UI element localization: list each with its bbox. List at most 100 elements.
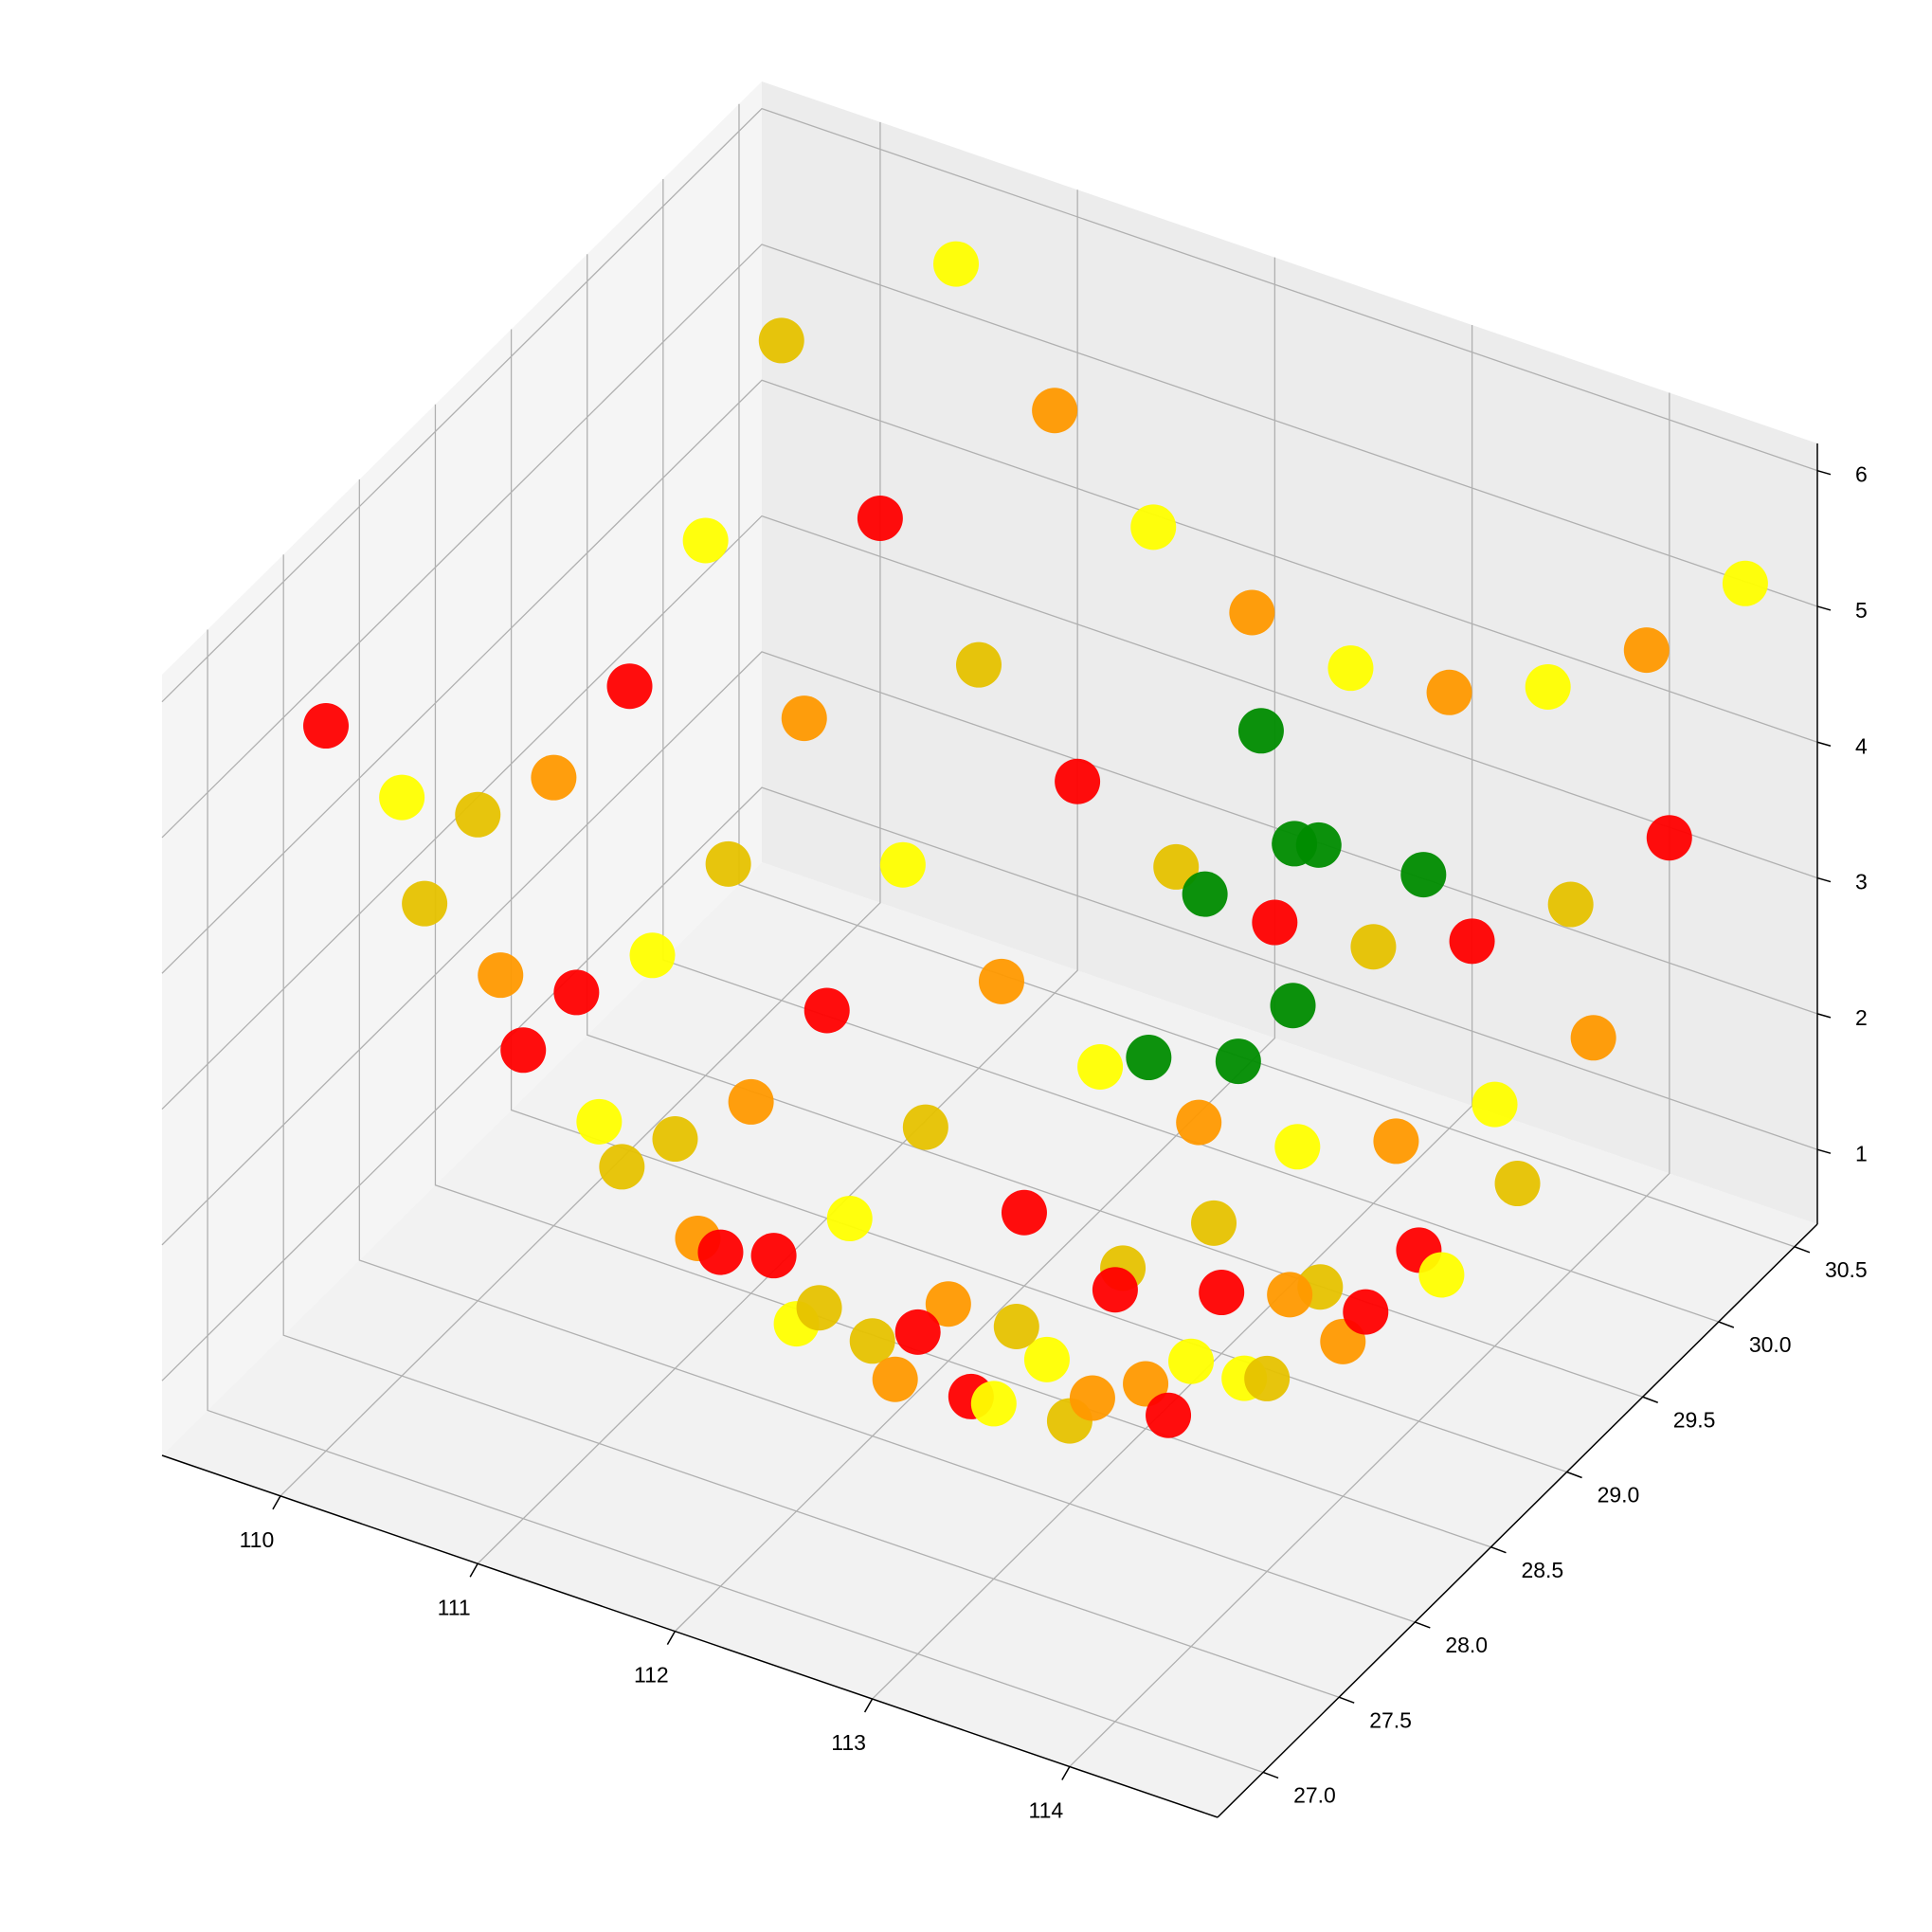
point [1023,1336,1070,1382]
grid-line [161,651,1818,1246]
point [1525,663,1571,710]
point [1182,871,1228,917]
grid-line [674,257,1276,1633]
point [857,495,903,541]
point [599,1144,645,1190]
point [1146,1392,1192,1438]
point [629,932,676,979]
grid-line [477,190,1078,1564]
point [531,754,577,801]
grid [161,103,1818,1774]
point [1001,1189,1047,1236]
point [728,1078,774,1125]
point [750,1233,797,1279]
tick-mark [1794,1246,1811,1254]
pane-back [762,81,1817,1224]
y-tick-label: 30.0 [1749,1332,1792,1357]
grid-line [738,103,1796,1248]
tick-mark [863,1698,874,1713]
grid-line [358,478,1416,1623]
point [455,791,501,838]
z-tick-label: 3 [1855,870,1868,894]
tick-mark [1061,1766,1071,1780]
point [1123,1361,1169,1407]
z-tick-label: 1 [1855,1141,1868,1165]
point [1295,822,1342,868]
tick-mark [1642,1396,1658,1403]
x-tick-label: 112 [634,1663,669,1688]
point [781,695,827,742]
point [894,1309,941,1355]
point [925,1281,971,1327]
x-tick-label: 114 [1028,1798,1063,1823]
pane-floor [162,862,1817,1817]
y-tick-label: 28.0 [1445,1633,1488,1657]
grid-line [161,786,1818,1381]
marks [303,241,1768,1444]
point [933,241,980,287]
tick-mark [1816,469,1832,476]
tick-mark [1816,605,1832,611]
point [1547,881,1594,928]
point [697,1229,744,1275]
point [1168,1338,1215,1384]
x-tick-label: 110 [240,1527,275,1552]
point [1400,852,1447,898]
point [1722,560,1768,606]
tick-mark [272,1495,281,1510]
tick-mark [1816,1013,1832,1019]
tick-mark [1816,876,1832,883]
point [1153,843,1200,890]
grid-line [510,329,1567,1473]
grid-line [161,379,1818,974]
panes [162,81,1817,1817]
point [872,1356,918,1402]
point [849,1318,895,1364]
point [879,841,926,888]
point [1126,1035,1172,1081]
y-tick-label: 29.0 [1598,1483,1640,1508]
grid-line [161,107,1818,703]
point [1077,1043,1124,1090]
point [1252,899,1298,946]
point [1623,627,1670,674]
tick-mark [1816,741,1832,747]
tick-mark [1718,1321,1735,1328]
z-tick-label: 4 [1855,733,1868,758]
point [1092,1267,1138,1313]
point [1176,1099,1222,1146]
pane-left [162,81,762,1455]
point [1229,589,1275,636]
point [1494,1161,1541,1207]
z-tick-label: 2 [1855,1005,1868,1030]
point [1270,983,1316,1029]
point [1199,1270,1245,1316]
point [1373,1118,1419,1165]
point [1449,918,1495,965]
point [1237,708,1284,754]
grid-line [161,515,1818,1110]
x-tick-label: 113 [831,1730,866,1755]
point [803,987,850,1034]
y-tick-label: 29.5 [1673,1407,1716,1432]
point [402,880,448,927]
point [1418,1252,1465,1298]
axes: 110 111 112 113 114 27.0 27.5 28.0 28.5 29.0 29.5 3… [161,443,1868,1823]
point [978,958,1024,1004]
point [826,1196,873,1242]
tick-mark [1415,1621,1431,1629]
tick-mark [1490,1546,1507,1554]
grid-line [161,244,1818,839]
point [955,641,1002,688]
tick-mark [1262,1771,1279,1779]
point [576,1098,623,1145]
point [553,969,600,1016]
point [1570,1015,1616,1061]
point [796,1285,842,1331]
point [1215,1038,1261,1085]
point [758,317,804,364]
z-tick-label: 6 [1855,462,1868,487]
point [1069,1375,1115,1421]
